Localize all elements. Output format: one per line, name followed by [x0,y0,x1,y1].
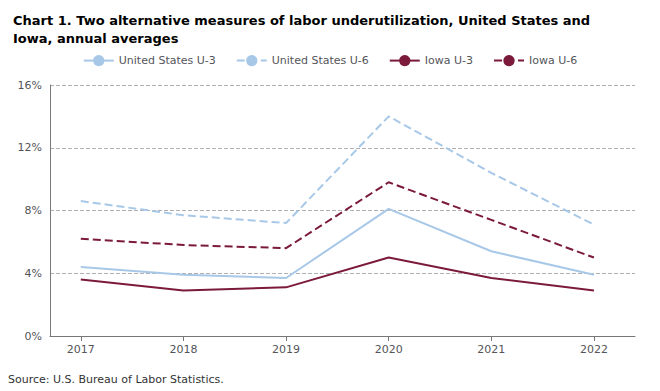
svg-text:2019: 2019 [272,343,300,356]
svg-text:Iowa U-3: Iowa U-3 [425,54,473,67]
svg-text:8%: 8% [25,204,42,217]
svg-text:Chart 1. Two alternative measu: Chart 1. Two alternative measures of lab… [13,13,590,28]
svg-text:4%: 4% [25,267,42,280]
svg-text:United States U-3: United States U-3 [119,54,216,67]
svg-text:Iowa U-6: Iowa U-6 [529,54,577,67]
svg-text:Iowa, annual averages: Iowa, annual averages [13,31,179,46]
svg-text:United States U-6: United States U-6 [272,54,369,67]
svg-text:2017: 2017 [67,343,95,356]
svg-text:0%: 0% [25,330,42,343]
svg-text:16%: 16% [18,79,42,92]
svg-text:Source: U.S. Bureau of Labor S: Source: U.S. Bureau of Labor Statistics. [8,373,224,386]
svg-text:2020: 2020 [375,343,403,356]
svg-text:2018: 2018 [169,343,197,356]
svg-text:2021: 2021 [477,343,505,356]
svg-text:12%: 12% [18,141,42,154]
svg-text:2022: 2022 [580,343,608,356]
